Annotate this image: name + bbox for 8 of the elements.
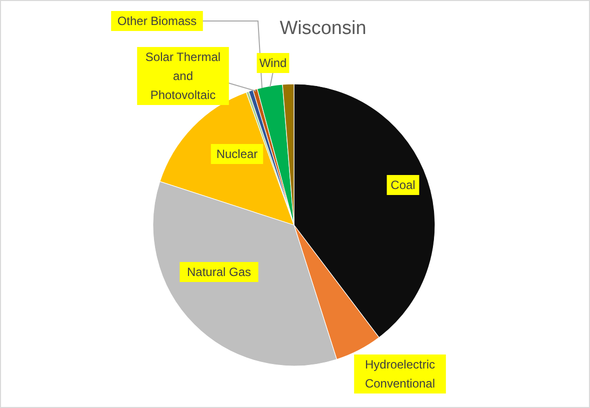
- slice-label: Coal: [390, 178, 416, 192]
- slice-label: Nuclear: [216, 147, 258, 161]
- slice-label: Natural Gas: [186, 265, 252, 279]
- slice-label: Other Biomass: [117, 14, 197, 28]
- slice-label: Solar Thermal and Photovoltaic: [145, 50, 221, 102]
- slice-label: Hydroelectric Conventional: [364, 358, 436, 390]
- chart-title: Wisconsin: [280, 18, 366, 39]
- slice-label: Wind: [259, 56, 287, 70]
